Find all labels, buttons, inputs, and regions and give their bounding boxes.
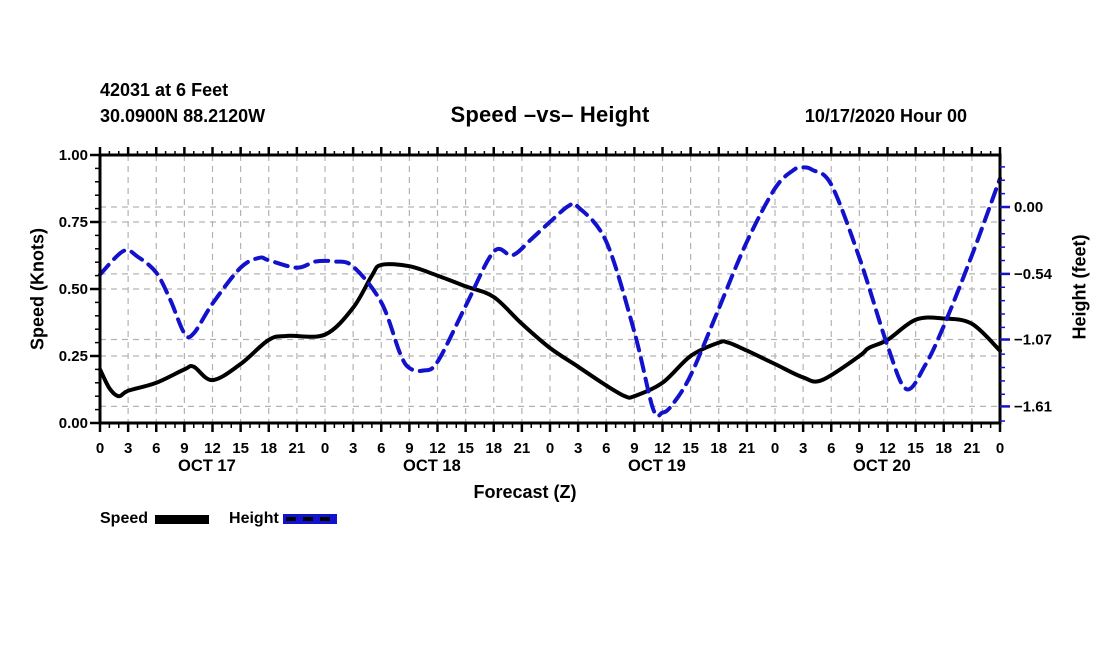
svg-text:9: 9 xyxy=(405,440,413,457)
svg-text:15: 15 xyxy=(457,440,474,457)
speed-line xyxy=(98,262,1002,400)
svg-text:OCT 20: OCT 20 xyxy=(853,457,911,475)
right-axis-title: Height (feet) xyxy=(1069,234,1090,340)
left-tick-labels: 1.00 0.75 0.50 0.25 0.00 xyxy=(59,147,88,432)
svg-text:21: 21 xyxy=(739,440,756,457)
svg-text:−1.07: −1.07 xyxy=(1014,332,1052,349)
left-axis-title: Speed (Knots) xyxy=(27,227,48,351)
svg-text:1.00: 1.00 xyxy=(59,147,88,164)
day-labels: OCT 17 OCT 18 OCT 19 OCT 20 xyxy=(178,457,911,475)
datetime-label: 10/17/2020 Hour 00 xyxy=(804,106,967,126)
legend-speed-swatch xyxy=(155,514,210,524)
svg-text:3: 3 xyxy=(124,440,132,457)
svg-text:9: 9 xyxy=(630,440,638,457)
svg-text:6: 6 xyxy=(827,440,835,457)
x-axis-title: Forecast (Z) xyxy=(473,482,577,502)
svg-text:9: 9 xyxy=(180,440,188,457)
legend: Speed Height xyxy=(100,510,337,528)
svg-text:12: 12 xyxy=(654,440,671,457)
legend-height-dashes xyxy=(285,517,334,521)
svg-text:6: 6 xyxy=(152,440,160,457)
svg-text:0.50: 0.50 xyxy=(59,281,88,298)
svg-text:OCT 19: OCT 19 xyxy=(628,457,686,475)
chart-title: Speed –vs– Height xyxy=(450,102,650,127)
height-line xyxy=(98,165,1002,419)
svg-text:15: 15 xyxy=(232,440,249,457)
legend-height-swatch xyxy=(282,514,337,524)
svg-text:6: 6 xyxy=(377,440,385,457)
svg-text:3: 3 xyxy=(799,440,807,457)
svg-text:9: 9 xyxy=(855,440,863,457)
grid-lines xyxy=(100,155,1000,423)
svg-text:OCT 17: OCT 17 xyxy=(178,457,236,475)
svg-text:OCT 18: OCT 18 xyxy=(403,457,461,475)
svg-text:3: 3 xyxy=(349,440,357,457)
svg-text:−1.61: −1.61 xyxy=(1014,398,1052,415)
svg-text:0.00: 0.00 xyxy=(59,415,88,432)
axis-ticks xyxy=(90,147,1010,432)
svg-text:0: 0 xyxy=(321,440,329,457)
legend-height-label: Height xyxy=(229,510,279,527)
station-label: 42031 at 6 Feet xyxy=(100,80,229,100)
svg-text:0.00: 0.00 xyxy=(1014,199,1043,216)
svg-text:−0.54: −0.54 xyxy=(1014,266,1053,283)
right-tick-labels: 0.00 −0.54 −1.07 −1.61 xyxy=(1014,199,1053,415)
svg-text:6: 6 xyxy=(602,440,610,457)
svg-text:15: 15 xyxy=(907,440,924,457)
svg-text:15: 15 xyxy=(682,440,699,457)
svg-text:18: 18 xyxy=(935,440,952,457)
svg-text:18: 18 xyxy=(710,440,727,457)
svg-text:18: 18 xyxy=(260,440,277,457)
svg-text:0: 0 xyxy=(771,440,779,457)
svg-text:0: 0 xyxy=(546,440,554,457)
svg-text:12: 12 xyxy=(429,440,446,457)
svg-text:3: 3 xyxy=(574,440,582,457)
svg-text:12: 12 xyxy=(204,440,221,457)
legend-speed-label: Speed xyxy=(100,510,149,527)
svg-text:21: 21 xyxy=(514,440,531,457)
svg-text:0.75: 0.75 xyxy=(59,214,88,231)
svg-text:21: 21 xyxy=(964,440,981,457)
svg-text:0: 0 xyxy=(996,440,1004,457)
svg-text:21: 21 xyxy=(289,440,306,457)
svg-text:0.25: 0.25 xyxy=(59,348,88,365)
x-tick-labels: 0 3 6 9 12 15 18 21 0 3 6 9 12 15 18 21 0 3 6 9 12 15 18 21 0 3 6 9… xyxy=(96,440,1004,457)
svg-text:12: 12 xyxy=(879,440,896,457)
coordinates-label: 30.0900N 88.2120W xyxy=(100,106,266,126)
svg-text:0: 0 xyxy=(96,440,104,457)
svg-text:18: 18 xyxy=(485,440,502,457)
